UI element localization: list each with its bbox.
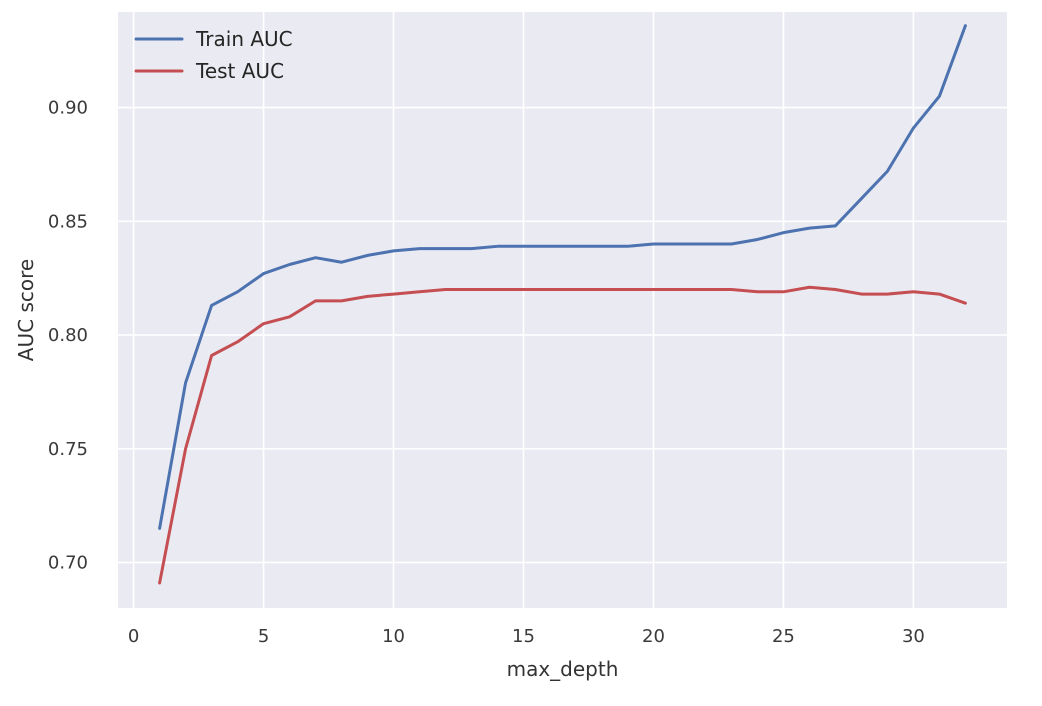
x-tick-label: 30 — [902, 626, 925, 647]
y-tick-label: 0.85 — [48, 211, 88, 232]
x-axis-ticks: 0 5 10 15 20 25 30 — [128, 626, 925, 647]
x-tick-label: 10 — [382, 626, 405, 647]
y-tick-label: 0.80 — [48, 325, 88, 346]
x-tick-label: 15 — [512, 626, 535, 647]
legend-entry-label: Test AUC — [195, 59, 284, 83]
legend-entry-label: Train AUC — [195, 27, 293, 51]
y-tick-label: 0.75 — [48, 439, 88, 460]
grid-lines — [118, 12, 1007, 608]
plot-background — [118, 12, 1007, 608]
y-axis-ticks: 0.70 0.75 0.80 0.85 0.90 — [48, 98, 88, 574]
y-axis-label: AUC score — [14, 259, 38, 361]
x-tick-label: 25 — [772, 626, 795, 647]
legend: Train AUC Test AUC — [134, 27, 293, 83]
series-line-test-auc — [158, 285, 967, 585]
x-tick-label: 5 — [258, 626, 269, 647]
x-tick-label: 0 — [128, 626, 139, 647]
x-tick-label: 20 — [642, 626, 665, 647]
y-tick-label: 0.90 — [48, 98, 88, 119]
y-tick-label: 0.70 — [48, 553, 88, 574]
series-line-train-auc — [158, 24, 967, 530]
x-axis-label: max_depth — [507, 657, 619, 681]
series-lines — [158, 24, 967, 585]
